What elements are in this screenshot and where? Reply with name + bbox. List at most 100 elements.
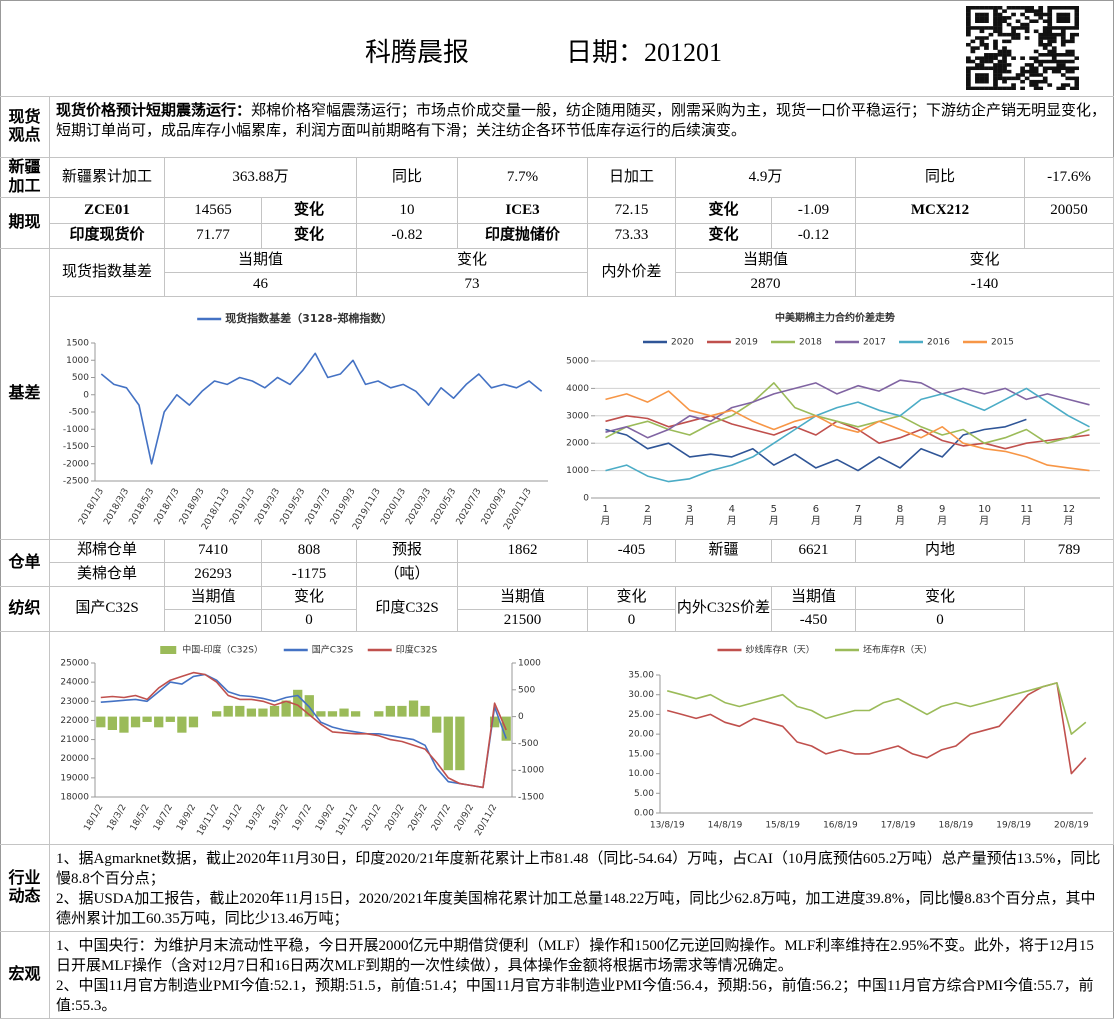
bar [235, 705, 245, 717]
x-tick-label: 18/3/2 [106, 803, 129, 833]
table-cell: 变化 [262, 587, 357, 610]
qr-module [1065, 66, 1071, 71]
y-tick-label: 22000 [60, 716, 89, 726]
qr-module [1006, 53, 1012, 57]
line-series [666, 682, 1087, 735]
qr-module [1029, 83, 1034, 87]
x-tick-label: 2020/5/3 [430, 487, 459, 527]
table-cell: -17.6% [1025, 158, 1114, 198]
qr-module [1051, 6, 1057, 10]
table-cell: 变化 [856, 249, 1114, 273]
bar [223, 705, 233, 717]
qr-module [1056, 53, 1062, 57]
qr-module [1015, 26, 1021, 30]
qr-module [997, 86, 1003, 90]
y-tick-label: -1500 [63, 442, 89, 452]
qr-module [984, 73, 989, 77]
qr-module [993, 12, 998, 17]
table-cell: 6621 [772, 540, 856, 563]
bar [316, 711, 326, 717]
table-cell: 同比 [357, 158, 458, 198]
qr-module [1065, 16, 1071, 20]
table-cell: 现货观点 [0, 97, 50, 158]
qr-module [1020, 26, 1025, 30]
table-cell: 内外价差 [588, 249, 676, 297]
table-cell: 10 [357, 198, 458, 224]
table-cell: 日加工 [588, 158, 676, 198]
table-cell: 73.33 [588, 224, 676, 249]
bar [293, 689, 303, 717]
qr-module [975, 73, 980, 77]
line-series [666, 682, 1087, 775]
x-tick-label: 5月 [768, 504, 779, 527]
qr-module [1060, 59, 1066, 64]
y-tick-label: 5.00 [634, 789, 654, 799]
table-cell: 现货指数基差 [50, 249, 165, 297]
qr-module [979, 63, 985, 67]
qr-module [1002, 66, 1007, 71]
qr-module [979, 79, 985, 84]
x-tick-label: 19/9/2 [314, 803, 337, 833]
table-cell: 变化 [676, 198, 772, 224]
x-tick-label: 2020/3/3 [404, 487, 433, 527]
qr-module [1069, 76, 1075, 81]
text-item: 1、据Agmarknet数据，截止2020年11月30日，印度2020/21年度… [56, 851, 1101, 887]
qr-module [1047, 29, 1053, 34]
table-cell: 21500 [458, 610, 588, 632]
bar [350, 711, 361, 717]
x-tick-label: 19/1/2 [221, 803, 244, 833]
qr-module [1015, 36, 1021, 40]
bar [327, 711, 338, 717]
qr-module [1011, 12, 1016, 17]
table-cell: 789 [1025, 540, 1114, 563]
qr-module [975, 12, 980, 17]
qr-module [984, 66, 989, 71]
qr-module [988, 26, 994, 30]
bar [188, 716, 199, 728]
x-tick-label: 2018/5/3 [128, 487, 157, 527]
qr-module [1038, 36, 1044, 40]
qr-module [1006, 16, 1012, 20]
table-cell: （吨） [357, 563, 458, 587]
legend-label: 国产C32S [312, 644, 354, 656]
qr-module [1024, 29, 1030, 34]
qr-module [970, 49, 976, 54]
qr-module [984, 59, 989, 64]
table-cell: 46 [165, 273, 357, 297]
qr-module [1056, 86, 1062, 90]
qr-module [966, 12, 971, 17]
x-tick-label: 15/8/19 [765, 821, 800, 831]
table-cell: 印度现货价 [50, 224, 165, 249]
qr-module [1033, 86, 1039, 90]
chart: 0.00 5.00 10.00 15.00 20.00 25.00 30.00 35.00 13… [628, 644, 1093, 831]
qr-module [979, 36, 985, 40]
qr-module [993, 66, 998, 71]
qr-module [1006, 22, 1012, 27]
qr-module [975, 56, 980, 60]
qr-module [1074, 66, 1079, 71]
qr-module [1042, 66, 1048, 71]
qr-module [1020, 69, 1025, 74]
qr-module [1074, 6, 1079, 10]
qr-module [1002, 9, 1007, 13]
qr-module [1033, 19, 1039, 23]
qr-module [1011, 56, 1016, 60]
qr-module [984, 36, 989, 40]
chart: -2500 -2000 -1500 -1000 -500 0 500 1000 1500 2018… [63, 311, 548, 532]
qr-module [1051, 39, 1057, 44]
qr-module [1074, 22, 1079, 27]
bar [397, 705, 407, 717]
qr-module [1047, 53, 1053, 57]
qr-module [970, 66, 976, 71]
x-tick-label: 19/11/2 [334, 803, 360, 838]
table-cell: 363.88万 [165, 158, 357, 198]
bar [339, 708, 349, 717]
qr-module [1069, 86, 1075, 90]
qr-module [1011, 83, 1016, 87]
qr-module [1033, 56, 1039, 60]
y-tick-label: 500 [72, 373, 89, 383]
table-cell: 预报 [357, 540, 458, 563]
qr-module [1069, 53, 1075, 57]
qr-module [1060, 32, 1066, 37]
qr-module [1074, 26, 1079, 30]
